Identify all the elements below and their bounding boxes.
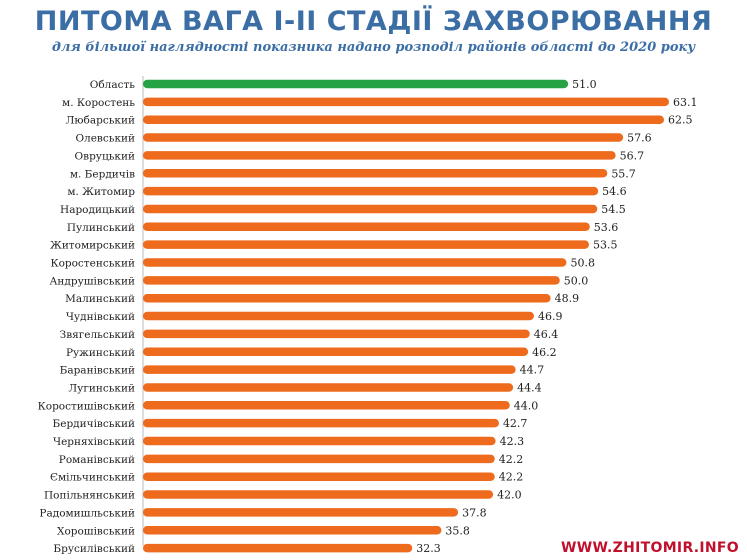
value-label: 35.8 bbox=[445, 524, 470, 537]
bar bbox=[143, 276, 560, 285]
bar bbox=[143, 293, 551, 303]
category-label: Коростенський bbox=[50, 258, 135, 270]
bar bbox=[143, 240, 589, 249]
value-label: 44.0 bbox=[514, 399, 539, 412]
bar bbox=[143, 258, 567, 267]
value-label: 42.0 bbox=[497, 489, 522, 502]
value-label: 50.0 bbox=[564, 274, 589, 287]
bar bbox=[143, 329, 530, 339]
bar bbox=[143, 97, 669, 107]
category-label: Бердичівський bbox=[53, 418, 135, 430]
category-label: Баранівський bbox=[60, 365, 135, 377]
value-label: 44.4 bbox=[517, 381, 542, 394]
bar bbox=[143, 490, 494, 499]
category-label: Пулинський bbox=[67, 222, 135, 234]
category-label: Малинський bbox=[65, 293, 135, 305]
bar-highlight bbox=[143, 79, 569, 89]
value-label: 55.7 bbox=[611, 167, 636, 180]
value-label: 62.5 bbox=[668, 114, 693, 127]
category-label: м. Бердичів bbox=[70, 168, 135, 180]
category-label: Лугинський bbox=[68, 382, 135, 394]
category-label: Попільнянський bbox=[44, 490, 135, 502]
value-label: 46.4 bbox=[534, 328, 559, 341]
category-label: Олевський bbox=[75, 133, 135, 145]
value-label: 54.6 bbox=[602, 185, 627, 198]
bar bbox=[143, 133, 624, 142]
category-label: Чуднівський bbox=[66, 311, 135, 323]
category-label: м. Коростень bbox=[62, 97, 135, 109]
category-label: м. Житомир bbox=[67, 186, 135, 198]
value-label: 46.9 bbox=[538, 310, 563, 323]
category-label: Хорошівський bbox=[57, 525, 135, 537]
bar bbox=[143, 436, 496, 446]
category-label: Романівський bbox=[59, 454, 135, 466]
category-label: Житомирський bbox=[50, 240, 135, 252]
bar bbox=[143, 169, 608, 178]
value-label: 46.2 bbox=[532, 346, 557, 359]
value-label: 51.0 bbox=[572, 78, 597, 91]
bar bbox=[143, 401, 510, 410]
value-label: 57.6 bbox=[627, 132, 652, 145]
bar bbox=[143, 365, 516, 374]
bar bbox=[143, 543, 413, 553]
value-label: 53.5 bbox=[593, 239, 618, 252]
category-label: Брусилівський bbox=[53, 543, 135, 555]
category-label: Народицький bbox=[60, 204, 135, 216]
bar bbox=[143, 526, 442, 535]
value-label: 42.7 bbox=[503, 417, 528, 430]
bar bbox=[143, 115, 664, 124]
watermark-logo: WWW.ZHITOMIR.INFO bbox=[560, 540, 739, 556]
category-label: Звягельський bbox=[60, 329, 135, 341]
bar bbox=[143, 186, 599, 196]
chart-subtitle: для більшої наглядності показника надано… bbox=[51, 40, 696, 55]
value-label: 63.1 bbox=[673, 96, 698, 109]
bar bbox=[143, 311, 534, 321]
bar bbox=[143, 472, 495, 481]
category-label: Андрушівський bbox=[49, 275, 135, 287]
bar bbox=[143, 418, 499, 428]
bar bbox=[143, 383, 514, 392]
bar bbox=[143, 347, 529, 356]
bar-group: Область 51.0 м. Коростень 63.1 Любарський 62.… bbox=[38, 78, 698, 555]
category-label: Любарський bbox=[66, 115, 135, 127]
bar bbox=[143, 222, 590, 232]
bar bbox=[143, 508, 459, 517]
category-label: Черняхівський bbox=[53, 436, 135, 448]
value-label: 48.9 bbox=[555, 292, 580, 305]
bar bbox=[143, 151, 616, 160]
value-label: 42.3 bbox=[500, 435, 524, 448]
category-label: Ємільчинський bbox=[50, 472, 135, 484]
value-label: 56.7 bbox=[620, 149, 645, 162]
category-label: Область bbox=[90, 79, 136, 91]
value-label: 44.7 bbox=[520, 364, 545, 377]
value-label: 42.2 bbox=[499, 471, 524, 484]
category-label: Ружинський bbox=[66, 347, 135, 359]
chart-title: ПИТОМА ВАГА І-ІІ СТАДІЇ ЗАХВОРЮВАННЯ bbox=[34, 6, 713, 37]
value-label: 54.5 bbox=[601, 203, 626, 216]
value-label: 50.8 bbox=[570, 257, 595, 270]
category-label: Коростишівський bbox=[38, 400, 135, 412]
value-label: 42.2 bbox=[499, 453, 524, 466]
value-label: 53.6 bbox=[594, 221, 619, 234]
bar bbox=[143, 204, 598, 214]
category-label: Овруцький bbox=[75, 150, 135, 162]
value-label: 32.3 bbox=[416, 542, 441, 555]
value-label: 37.8 bbox=[462, 506, 487, 519]
category-label: Радомишльський bbox=[39, 507, 135, 519]
bar bbox=[143, 454, 495, 464]
